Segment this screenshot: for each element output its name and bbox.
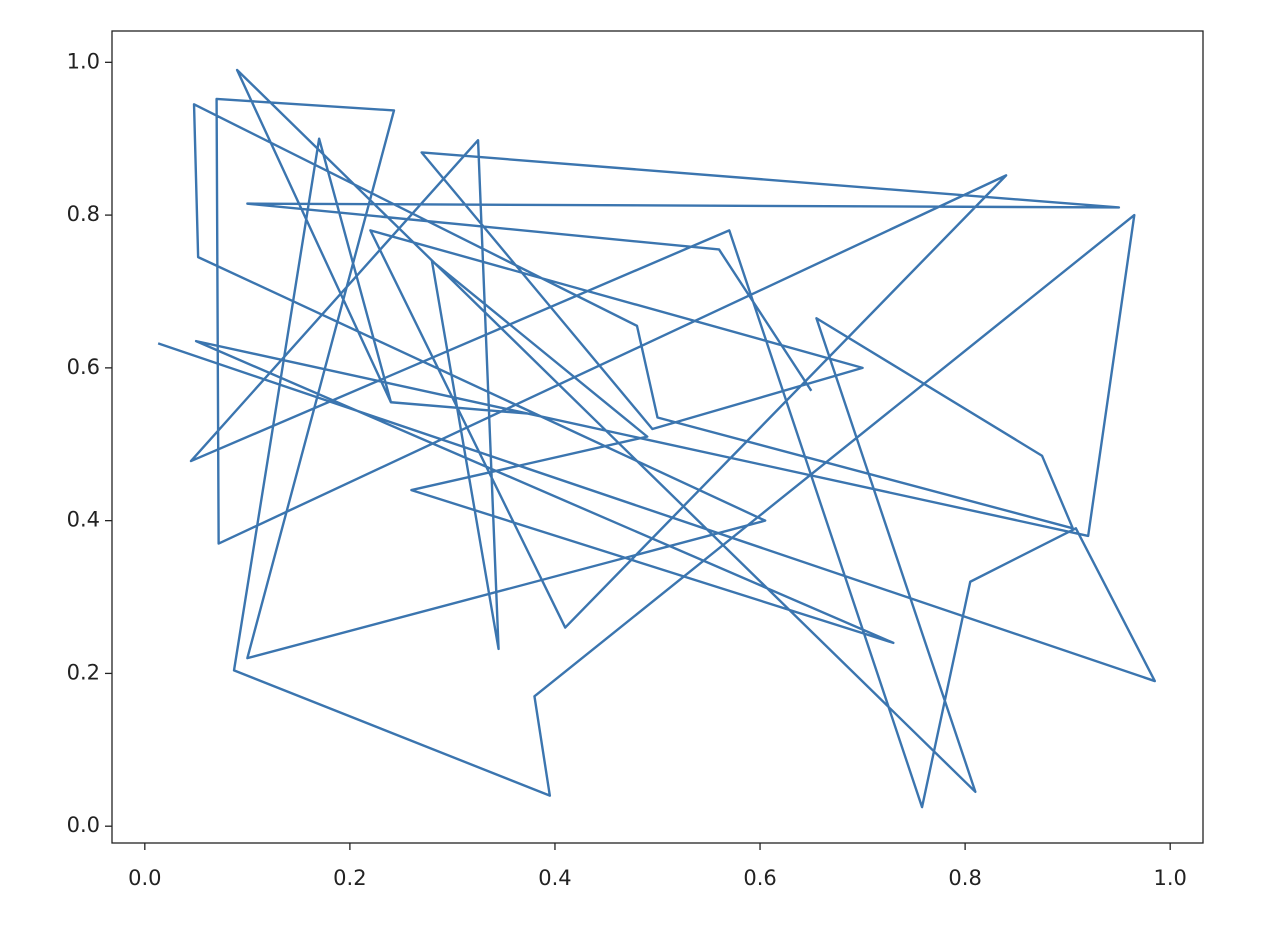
x-tick-label: 1.0 xyxy=(1153,866,1186,890)
y-tick-label: 0.4 xyxy=(67,508,100,532)
y-tick-label: 0.6 xyxy=(67,355,100,379)
x-tick-label: 0.6 xyxy=(743,866,776,890)
x-tick-label: 0.4 xyxy=(538,866,571,890)
y-tick-label: 0.8 xyxy=(67,202,100,226)
line-series xyxy=(157,68,1157,809)
x-tick-label: 0.8 xyxy=(948,866,981,890)
plot-frame xyxy=(111,30,1204,844)
y-tick-label: 0.0 xyxy=(67,813,100,837)
y-tick-label: 1.0 xyxy=(67,49,100,73)
y-tick-label: 0.2 xyxy=(67,660,100,684)
x-tick-label: 0.2 xyxy=(333,866,366,890)
x-tick-label: 0.0 xyxy=(128,866,161,890)
